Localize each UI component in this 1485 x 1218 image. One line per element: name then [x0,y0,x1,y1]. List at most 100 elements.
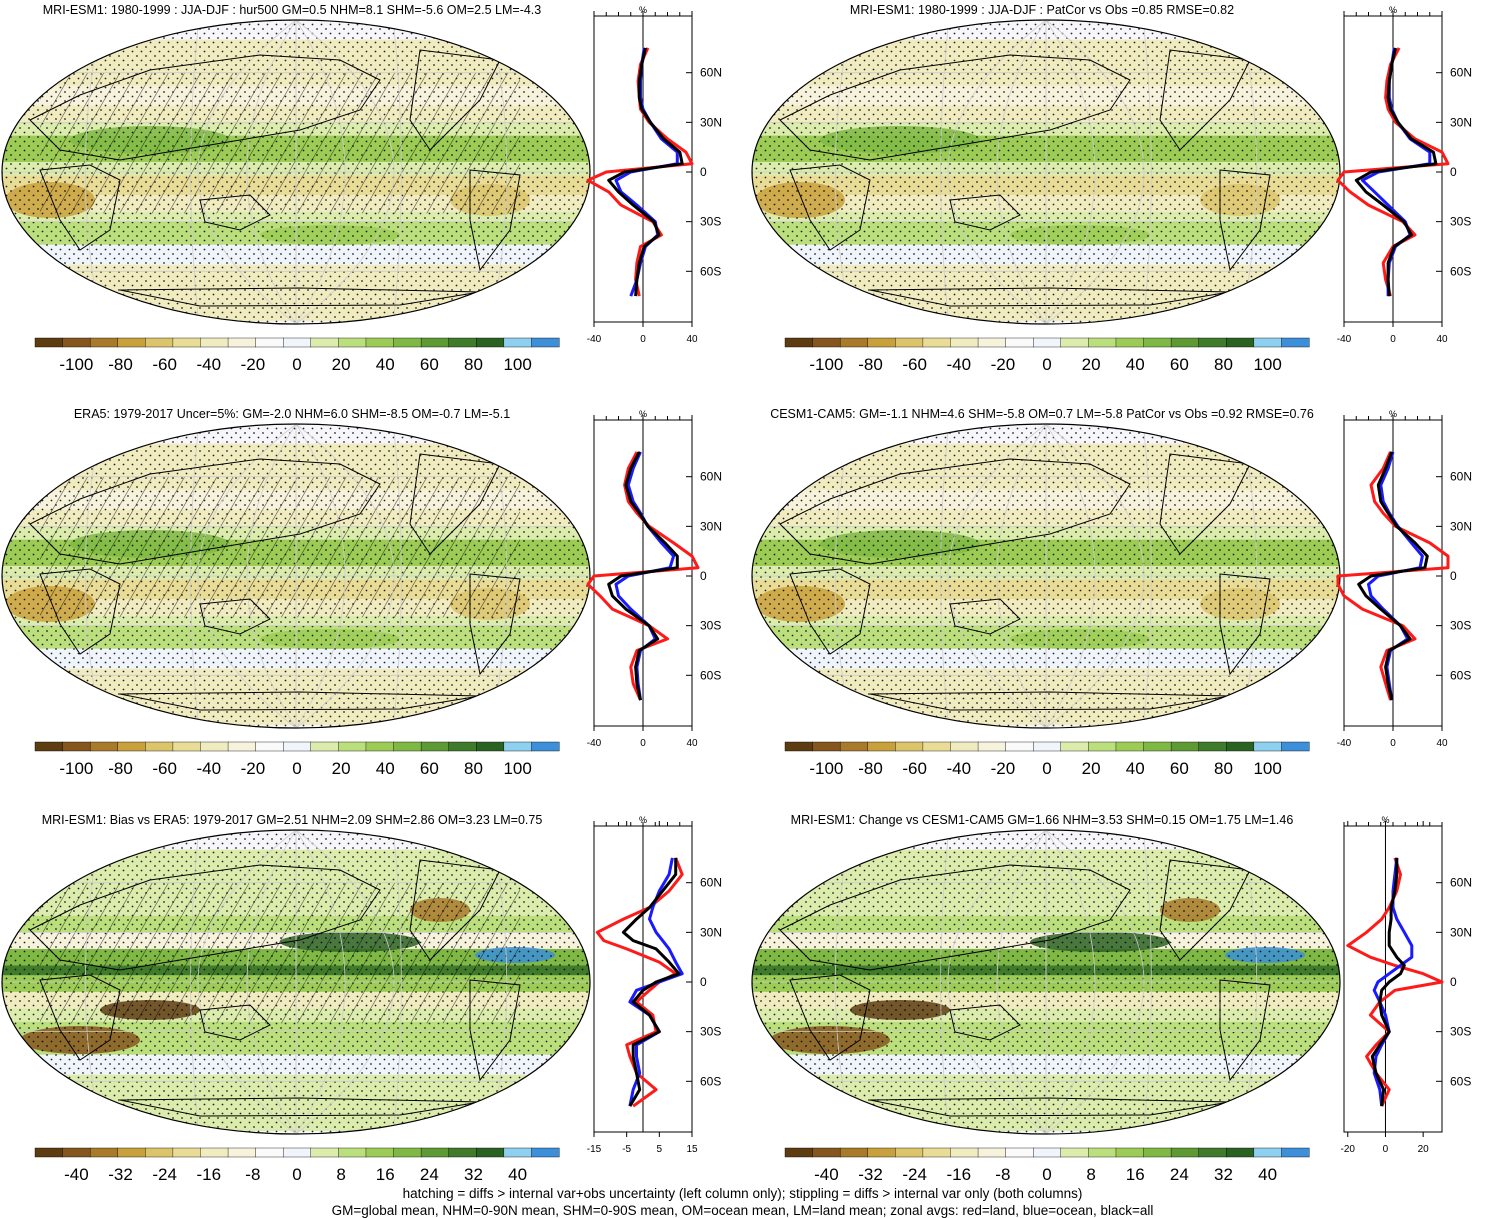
graticule-lon [834,27,851,317]
zonal-xtick-label: 40 [686,738,698,749]
colorbar-tick-label: -40 [946,759,971,778]
colorbar-swatch [145,337,174,348]
colorbar-swatch [1170,337,1200,348]
zonal-panel: % -20 0 20 60N 30N 0 30S 60S [1341,815,1472,1155]
graticule-lon [246,424,297,728]
colorbar-swatch [365,741,395,752]
zonal-xtick-label: 40 [1436,334,1448,345]
coastline [469,573,521,676]
colorbar-tick-label: 20 [1082,759,1101,778]
colorbar-swatch [1170,1147,1200,1158]
graticule-lon [197,830,297,1134]
zonal-ytick-label: 60S [1450,1074,1471,1088]
colorbar-tick-label: 8 [1086,1165,1095,1184]
colorbar-swatch [1033,741,1062,752]
colorbar-swatch [1226,1147,1255,1158]
coastline [119,287,481,307]
colorbar: -100 -80 -60 -40 -20 0 20 40 60 80 100 [34,337,560,374]
colorbar-swatch [393,337,422,348]
colorbar-tick-label: 16 [376,1165,395,1184]
colorbar-swatch [839,337,869,348]
colorbar-swatch [283,741,312,752]
colorbar-swatch [784,1147,814,1158]
colorbar-swatch [1198,1147,1227,1158]
colorbar-swatch [922,741,951,752]
colorbar-tick-label: 40 [1126,355,1145,374]
zonal-ytick-label: 60N [1450,66,1472,80]
colorbar-swatch [172,1147,201,1158]
zonal-xtick-label: 0 [640,738,646,749]
map-border [1,423,591,729]
zonal-ytick-label: 0 [1450,165,1457,179]
colorbar-swatch [503,741,532,752]
colorbar-swatch [338,337,367,348]
colorbar-tick-label: -80 [858,759,883,778]
colorbar-swatch [1253,337,1282,348]
colorbar-tick-label: -60 [152,355,177,374]
coastline [39,974,121,1061]
map [2,830,590,1134]
coastline [779,54,1131,161]
colorbar-swatch [227,337,257,348]
graticule-lon [1241,431,1258,721]
panel-4: CESM1-CAM5: GM=-1.1 NHM=4.6 SHM=-5.8 OM=… [751,407,1472,778]
graticule-lon [190,27,199,317]
colorbar-tick-label: -100 [809,759,843,778]
coastline [869,691,1231,711]
colorbar-swatch [784,741,814,752]
graticule-lon [1045,424,1096,728]
colorbar-tick-label: -40 [196,355,221,374]
colorbar-tick-label: -20 [991,759,1016,778]
coastline [1219,169,1271,272]
colorbar-swatch [117,337,146,348]
colorbar-tick-label: 40 [376,355,395,374]
coastline [29,864,381,971]
map [2,424,590,728]
graticule-lon [1045,20,1096,324]
colorbar-swatch [1281,1147,1310,1158]
colorbar-swatch [200,337,229,348]
colorbar-swatch [950,337,979,348]
colorbar-swatch [172,741,201,752]
zonal-xtick-label: 5 [657,1144,663,1155]
coastline [199,194,271,231]
graticule-lon [1241,837,1258,1127]
colorbar-swatch [420,1147,450,1158]
zonal-ytick-label: 60N [700,876,722,890]
colorbar-swatch [977,741,1007,752]
coastline [119,1097,481,1117]
zonal-line-red [1336,451,1450,701]
colorbar-tick-label: -16 [946,1165,971,1184]
graticule-lon [197,20,297,324]
colorbar-swatch [448,337,477,348]
colorbar-tick-label: 100 [1253,759,1281,778]
zonal-ytick-label: 30N [1450,925,1472,939]
zonal-xtick-label: -40 [1337,738,1352,749]
colorbar-swatch [1143,337,1172,348]
panel-title: MRI-ESM1: Bias vs ERA5: 1979-2017 GM=2.5… [42,813,543,827]
colorbar-tick-label: 60 [1170,355,1189,374]
zonal-ytick-label: 60N [700,66,722,80]
colorbar-swatch [1005,1147,1034,1158]
hatching [40,72,520,214]
colorbar: -40 -32 -24 -16 -8 0 8 16 24 32 40 [784,1147,1310,1184]
zonal-ytick-label: 30S [1450,1025,1471,1039]
colorbar-tick-label: -20 [241,759,266,778]
colorbar-swatch [1060,741,1089,752]
graticule-lon [393,431,402,721]
graticule-lon [1143,837,1152,1127]
colorbar-tick-label: 60 [420,759,439,778]
colorbar-swatch [338,1147,367,1158]
colorbar-swatch [867,741,896,752]
colorbar-tick-label: -60 [902,759,927,778]
coastline [1219,979,1271,1082]
colorbar-tick-label: 0 [1042,355,1051,374]
coastline [789,164,871,251]
colorbar-swatch [1253,1147,1282,1158]
colorbar-tick-label: 32 [1214,1165,1233,1184]
map [2,20,590,324]
coastline [1219,573,1271,676]
stippling [752,424,1340,728]
colorbar-swatch [365,337,395,348]
graticule-lon [491,27,508,317]
